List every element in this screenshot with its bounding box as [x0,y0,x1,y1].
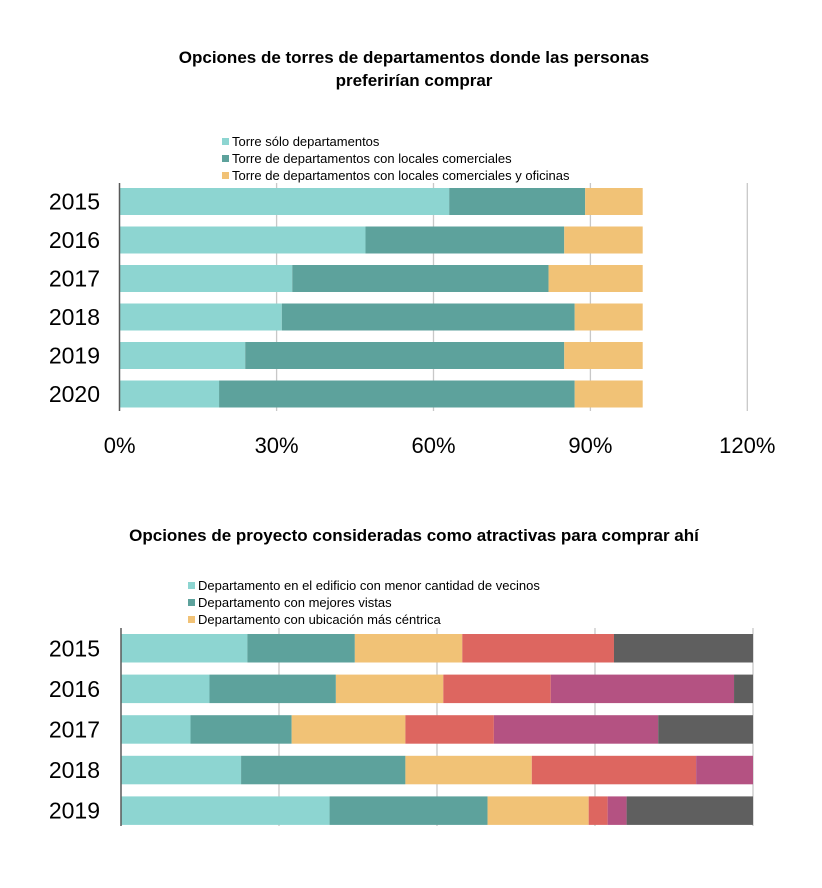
bar-segment [564,342,643,369]
category-label: 2019 [49,343,100,369]
legend-swatch [188,582,195,589]
legend-label: Departamento con mejores vistas [198,595,392,610]
bar-segment [574,380,643,408]
legend-swatch [188,616,195,623]
bar-segment [405,715,494,744]
category-label: 2018 [49,757,100,783]
bar-segment [119,226,366,254]
bar-segment [658,715,753,744]
chart-2-title: Opciones de proyecto consideradas como a… [129,526,700,545]
legend-label: Torre de departamentos con locales comer… [232,168,570,183]
category-label: 2015 [49,635,100,661]
bar-segment [365,226,565,254]
category-label: 2019 [49,798,100,824]
legend-swatch [222,172,229,179]
chart-1-bars [119,188,643,408]
bar-segment [121,755,242,785]
bar-segment [329,796,488,825]
bar-segment [190,715,292,744]
bar-segment [119,265,293,292]
bar-segment [219,380,575,408]
bar-segment [462,634,614,663]
legend-swatch [222,138,229,145]
chart-1-gridlines [275,183,748,411]
bar-segment [121,715,191,744]
category-label: 2020 [49,381,100,407]
chart-1-tick-labels: 0% 30% 60% 90% 120% [104,433,776,458]
bar-segment [531,755,697,785]
legend-label: Torre sólo departamentos [232,134,380,149]
chart-2-legend: Departamento en el edificio con menor ca… [188,578,540,627]
bar-segment [292,265,549,292]
bar-segment [585,188,643,215]
chart-1-title-line-2: preferirían comprar [336,71,493,90]
x-tick-label: 90% [568,433,612,458]
bar-segment [696,755,753,785]
bar-segment [574,303,643,331]
chart-2-bars [121,634,753,825]
bar-segment [119,380,220,408]
bar-segment [245,342,565,369]
legend-swatch [222,155,229,162]
bar-segment [405,755,532,785]
bar-segment [119,188,450,215]
legend-label: Torre de departamentos con locales comer… [232,151,512,166]
bar-segment [443,674,551,704]
bar-segment [588,796,608,825]
bar-segment [121,674,210,704]
bar-segment [734,674,753,704]
category-label: 2017 [49,266,100,292]
chart-2: Opciones de proyecto consideradas como a… [49,526,754,826]
bar-segment [493,715,659,744]
category-label: 2016 [49,227,100,253]
bar-segment [607,796,627,825]
bar-segment [121,634,248,663]
bar-segment [119,303,282,331]
x-tick-label: 60% [411,433,455,458]
bar-segment [354,634,463,663]
legend-label: Departamento con ubicación más céntrica [198,612,442,627]
bar-segment [613,634,753,663]
bar-segment [550,674,735,704]
category-label: 2016 [49,676,100,702]
bar-segment [281,303,575,331]
bar-segment [121,796,330,825]
bar-segment [291,715,406,744]
category-label: 2017 [49,716,100,742]
bar-segment [487,796,589,825]
chart-1-title-line-1: Opciones de torres de departamentos dond… [179,48,649,67]
bar-segment [119,342,246,369]
bar-segment [247,634,355,663]
category-label: 2015 [49,189,100,215]
chart-2-category-labels: 2015 2016 2017 2018 2019 [49,635,100,823]
chart-1-legend: Torre sólo departamentos Torre de departa… [222,134,570,183]
x-tick-label: 0% [104,433,136,458]
chart-1-category-labels: 2015 2016 2017 2018 2019 2020 [49,189,100,408]
category-label: 2018 [49,304,100,330]
bar-segment [241,755,406,785]
legend-swatch [188,599,195,606]
legend-label: Departamento en el edificio con menor ca… [198,578,540,593]
bar-segment [449,188,586,215]
bar-segment [626,796,753,825]
bar-segment [335,674,444,704]
bar-segment [209,674,336,704]
bar-segment [548,265,643,292]
x-tick-label: 30% [255,433,299,458]
x-tick-label: 120% [719,433,775,458]
chart-1: Opciones de torres de departamentos dond… [49,48,776,458]
bar-segment [564,226,643,254]
